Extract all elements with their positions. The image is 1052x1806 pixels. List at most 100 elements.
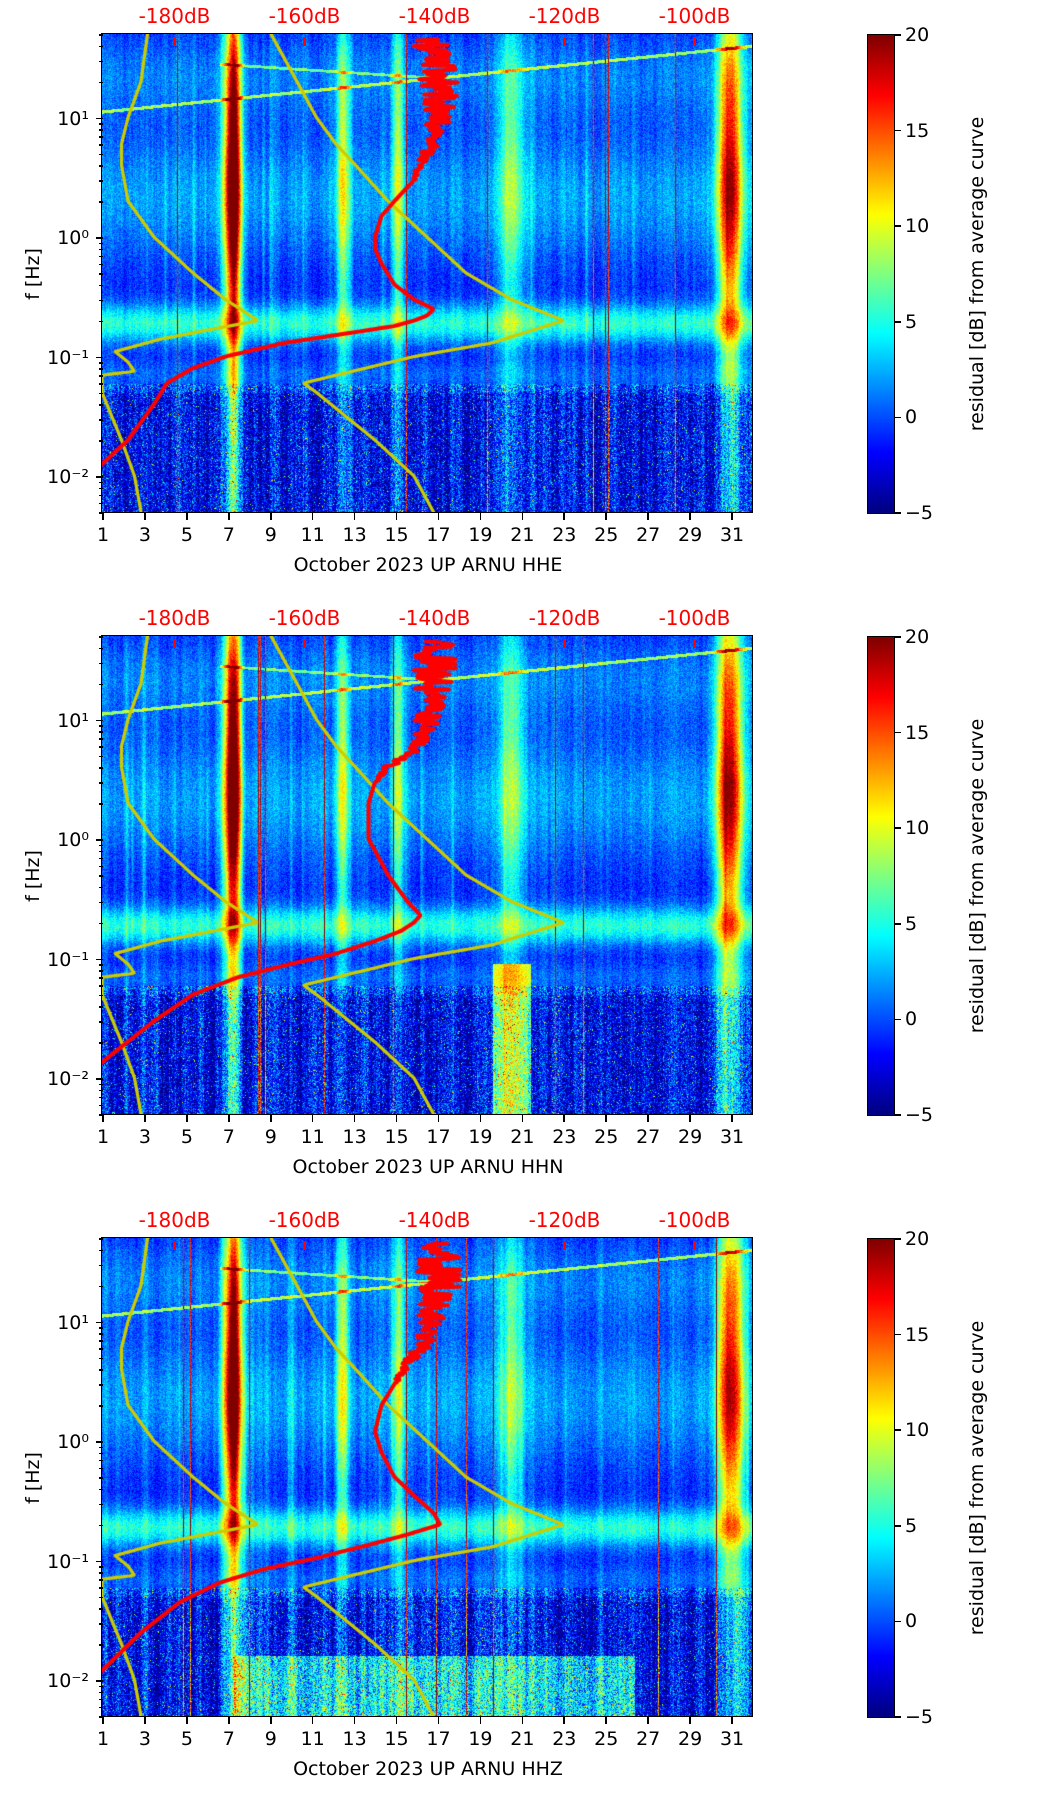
colorbar-tick-label: 0 bbox=[905, 1008, 918, 1031]
y-minor-tick bbox=[99, 383, 103, 385]
colorbar-gradient bbox=[867, 636, 894, 1115]
colorbar-tick bbox=[894, 225, 901, 227]
x-tick bbox=[521, 1717, 524, 1724]
colorbar-tick bbox=[894, 1114, 901, 1116]
y-minor-tick bbox=[99, 977, 103, 979]
y-minor-tick bbox=[99, 1096, 103, 1099]
colorbar-tick-label: 0 bbox=[905, 1610, 918, 1633]
colorbar-tick bbox=[894, 636, 901, 638]
top-db-tick bbox=[433, 639, 436, 648]
y-minor-tick bbox=[99, 1405, 103, 1407]
y-minor-tick bbox=[99, 284, 103, 287]
y-tick bbox=[96, 1321, 103, 1324]
y-minor-tick bbox=[99, 1608, 103, 1610]
colorbar-tick-label: 0 bbox=[905, 406, 918, 429]
x-tick-label: 25 bbox=[594, 524, 619, 546]
y-minor-tick bbox=[99, 782, 103, 784]
colorbar-tick bbox=[894, 1716, 901, 1718]
x-tick-label: 23 bbox=[552, 1126, 577, 1148]
x-tick-label: 23 bbox=[552, 1728, 577, 1750]
top-db-label: -160dB bbox=[268, 4, 341, 28]
spectrogram-axes bbox=[101, 1237, 754, 1718]
colorbar-tick bbox=[894, 129, 901, 132]
y-tick-label: 10⁻¹ bbox=[47, 1550, 89, 1573]
colorbar-tick-label: 15 bbox=[905, 119, 930, 142]
y-minor-tick bbox=[99, 1114, 103, 1116]
top-db-tick bbox=[693, 639, 696, 648]
y-minor-tick bbox=[99, 844, 103, 847]
x-tick bbox=[563, 1717, 566, 1724]
x-tick-label: 1 bbox=[96, 1728, 110, 1750]
x-tick bbox=[689, 513, 691, 520]
colorbar-title: residual [dB] from average curve bbox=[966, 718, 988, 1034]
y-tick bbox=[96, 1441, 103, 1443]
y-minor-tick bbox=[99, 647, 103, 650]
colorbar bbox=[866, 33, 895, 514]
top-db-label: -120dB bbox=[528, 1208, 601, 1232]
y-tick-label: 10⁰ bbox=[57, 227, 89, 250]
y-minor-tick bbox=[99, 1706, 103, 1709]
top-db-tick bbox=[173, 639, 176, 648]
y-axis-title: f [Hz] bbox=[22, 1452, 44, 1504]
x-tick bbox=[437, 1717, 440, 1724]
x-tick bbox=[437, 513, 440, 520]
x-tick-label: 21 bbox=[510, 1126, 535, 1148]
x-axis-title: October 2023 UP ARNU HHN bbox=[292, 1156, 564, 1178]
y-minor-tick bbox=[99, 60, 103, 63]
y-minor-tick bbox=[99, 1042, 103, 1044]
colorbar-tick-label: 5 bbox=[905, 310, 918, 333]
top-db-label: -160dB bbox=[268, 606, 341, 630]
colorbar-tick-label: 20 bbox=[905, 626, 930, 648]
x-tick bbox=[731, 1717, 733, 1724]
x-tick bbox=[689, 1717, 691, 1724]
y-minor-tick bbox=[99, 242, 103, 245]
y-minor-tick bbox=[99, 1467, 103, 1470]
x-tick-label: 13 bbox=[342, 1126, 367, 1148]
y-minor-tick bbox=[99, 392, 103, 395]
y-minor-tick bbox=[99, 263, 103, 266]
colorbar-tick bbox=[894, 34, 901, 36]
colorbar-tick-label: 15 bbox=[905, 721, 930, 744]
x-tick bbox=[311, 1115, 314, 1122]
x-tick bbox=[186, 1717, 188, 1724]
x-tick-label: 11 bbox=[300, 1728, 325, 1750]
y-minor-tick bbox=[99, 1698, 103, 1701]
y-minor-tick bbox=[99, 123, 103, 125]
x-tick-label: 11 bbox=[300, 1126, 325, 1148]
colorbar-tick-label: −5 bbox=[905, 1706, 934, 1728]
colorbar-tick bbox=[894, 1018, 901, 1021]
y-minor-tick bbox=[99, 273, 103, 275]
colorbar-tick bbox=[894, 827, 901, 829]
y-tick-label: 10⁻² bbox=[47, 466, 89, 489]
y-minor-tick bbox=[99, 683, 103, 686]
x-tick-label: 17 bbox=[426, 524, 451, 546]
x-tick bbox=[521, 1115, 524, 1122]
colorbar-tick-label: 20 bbox=[905, 24, 930, 46]
x-tick-label: 3 bbox=[138, 524, 151, 546]
x-tick-label: 21 bbox=[510, 1728, 535, 1750]
x-tick bbox=[563, 513, 566, 520]
x-tick bbox=[228, 1717, 230, 1724]
x-tick-label: 3 bbox=[138, 1126, 151, 1148]
x-tick bbox=[479, 1115, 482, 1122]
colorbar-tick-label: 20 bbox=[905, 1228, 930, 1250]
y-tick-label: 10¹ bbox=[57, 709, 89, 732]
colorbar-tick bbox=[894, 923, 901, 925]
y-tick bbox=[96, 1078, 103, 1080]
y-minor-tick bbox=[99, 494, 103, 497]
y-tick bbox=[96, 1560, 103, 1563]
y-minor-tick bbox=[99, 886, 103, 889]
y-tick-label: 10⁻¹ bbox=[47, 346, 89, 369]
y-minor-tick bbox=[99, 1572, 103, 1574]
y-minor-tick bbox=[99, 857, 103, 860]
y-minor-tick bbox=[99, 487, 103, 490]
y-minor-tick bbox=[99, 481, 103, 484]
top-db-label: -140dB bbox=[398, 1208, 471, 1232]
y-minor-tick bbox=[99, 1327, 103, 1329]
y-minor-tick bbox=[99, 1446, 103, 1449]
y-minor-tick bbox=[99, 1579, 103, 1581]
x-tick-label: 11 bbox=[300, 524, 325, 546]
y-minor-tick bbox=[99, 901, 103, 904]
y-minor-tick bbox=[99, 1369, 103, 1371]
